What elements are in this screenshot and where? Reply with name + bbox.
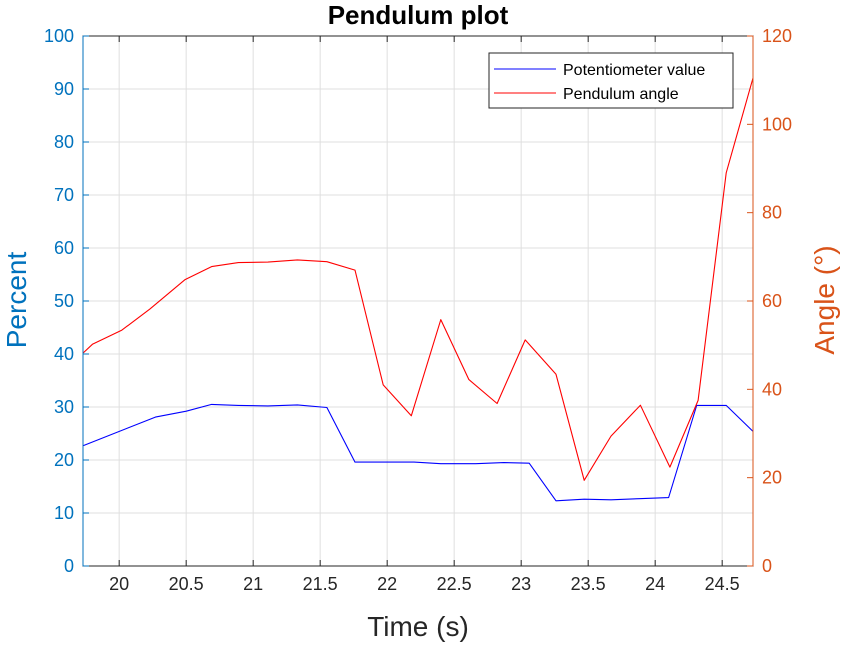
left-tick-label: 40 bbox=[54, 344, 74, 364]
x-axis-ticks: 20 20.5 21 21.5 22 22.5 23 23.5 24 24.5 bbox=[109, 36, 740, 594]
chart-title: Pendulum plot bbox=[328, 0, 509, 30]
x-tick-label: 20.5 bbox=[169, 574, 204, 594]
right-tick-label: 120 bbox=[762, 26, 792, 46]
left-tick-label: 90 bbox=[54, 79, 74, 99]
right-axis-ticks: 0 20 40 60 80 100 120 bbox=[747, 26, 792, 576]
x-tick-label: 23.5 bbox=[571, 574, 606, 594]
left-tick-label: 50 bbox=[54, 291, 74, 311]
left-tick-label: 30 bbox=[54, 397, 74, 417]
left-tick-label: 0 bbox=[64, 556, 74, 576]
right-tick-label: 60 bbox=[762, 291, 782, 311]
potentiometer-value-line bbox=[82, 403, 754, 502]
x-tick-label: 23 bbox=[511, 574, 531, 594]
x-tick-label: 22.5 bbox=[437, 574, 472, 594]
x-tick-label: 21.5 bbox=[303, 574, 338, 594]
left-tick-label: 70 bbox=[54, 185, 74, 205]
left-tick-label: 20 bbox=[54, 450, 74, 470]
left-tick-label: 100 bbox=[44, 26, 74, 46]
left-axis-ticks: 0 10 20 30 40 50 60 70 80 90 100 bbox=[44, 26, 89, 576]
left-tick-label: 60 bbox=[54, 238, 74, 258]
right-tick-label: 0 bbox=[762, 556, 772, 576]
series-layer bbox=[82, 77, 754, 502]
x-tick-label: 22 bbox=[377, 574, 397, 594]
legend: Potentiometer value Pendulum angle bbox=[488, 52, 734, 109]
x-tick-label: 21 bbox=[243, 574, 263, 594]
legend-label-potentiometer: Potentiometer value bbox=[563, 62, 705, 79]
right-tick-label: 40 bbox=[762, 379, 782, 399]
grid-lines bbox=[83, 35, 753, 567]
plot-area bbox=[82, 35, 754, 567]
y-axis-label-right: Angle (°) bbox=[809, 245, 840, 354]
legend-label-pendulum: Pendulum angle bbox=[563, 86, 679, 103]
pendulum-angle-line bbox=[82, 77, 754, 481]
y-axis-label-left: Percent bbox=[1, 252, 32, 349]
x-axis-label: Time (s) bbox=[367, 611, 469, 642]
left-tick-label: 80 bbox=[54, 132, 74, 152]
x-tick-label: 24 bbox=[645, 574, 665, 594]
right-tick-label: 20 bbox=[762, 468, 782, 488]
x-tick-label: 24.5 bbox=[705, 574, 740, 594]
legend-box bbox=[488, 52, 734, 109]
right-tick-label: 100 bbox=[762, 114, 792, 134]
right-tick-label: 80 bbox=[762, 203, 782, 223]
left-tick-label: 10 bbox=[54, 503, 74, 523]
x-tick-label: 20 bbox=[109, 574, 129, 594]
